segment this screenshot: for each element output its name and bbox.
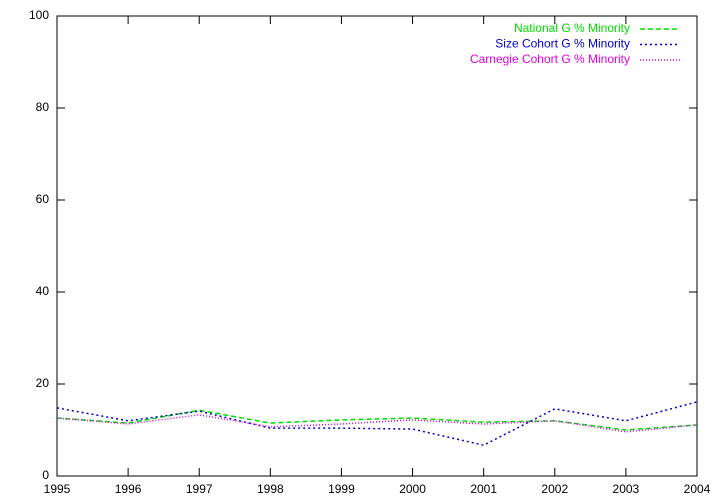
y-tick-label: 20 bbox=[36, 376, 50, 390]
x-tick-label: 1995 bbox=[44, 482, 71, 496]
y-tick-label: 80 bbox=[36, 100, 50, 114]
x-tick-label: 2001 bbox=[470, 482, 497, 496]
x-tick-label: 1997 bbox=[186, 482, 213, 496]
legend-label: National G % Minority bbox=[514, 21, 630, 35]
y-tick-label: 100 bbox=[29, 8, 49, 22]
x-tick-label: 1998 bbox=[257, 482, 284, 496]
legend-label: Carnegie Cohort G % Minority bbox=[470, 52, 630, 66]
y-tick-label: 60 bbox=[36, 192, 50, 206]
series-line bbox=[56, 409, 698, 431]
y-tick-label: 0 bbox=[42, 468, 49, 482]
y-tick-label: 40 bbox=[36, 284, 50, 298]
x-tick-label: 1999 bbox=[328, 482, 355, 496]
x-tick-label: 2004 bbox=[684, 482, 711, 496]
x-tick-label: 2002 bbox=[541, 482, 568, 496]
series-line bbox=[56, 401, 698, 446]
x-tick-label: 1996 bbox=[115, 482, 142, 496]
legend-label: Size Cohort G % Minority bbox=[495, 37, 630, 51]
plot-frame bbox=[56, 15, 698, 477]
x-tick-label: 2003 bbox=[613, 482, 640, 496]
series-line bbox=[56, 414, 698, 433]
x-tick-label: 2000 bbox=[399, 482, 426, 496]
